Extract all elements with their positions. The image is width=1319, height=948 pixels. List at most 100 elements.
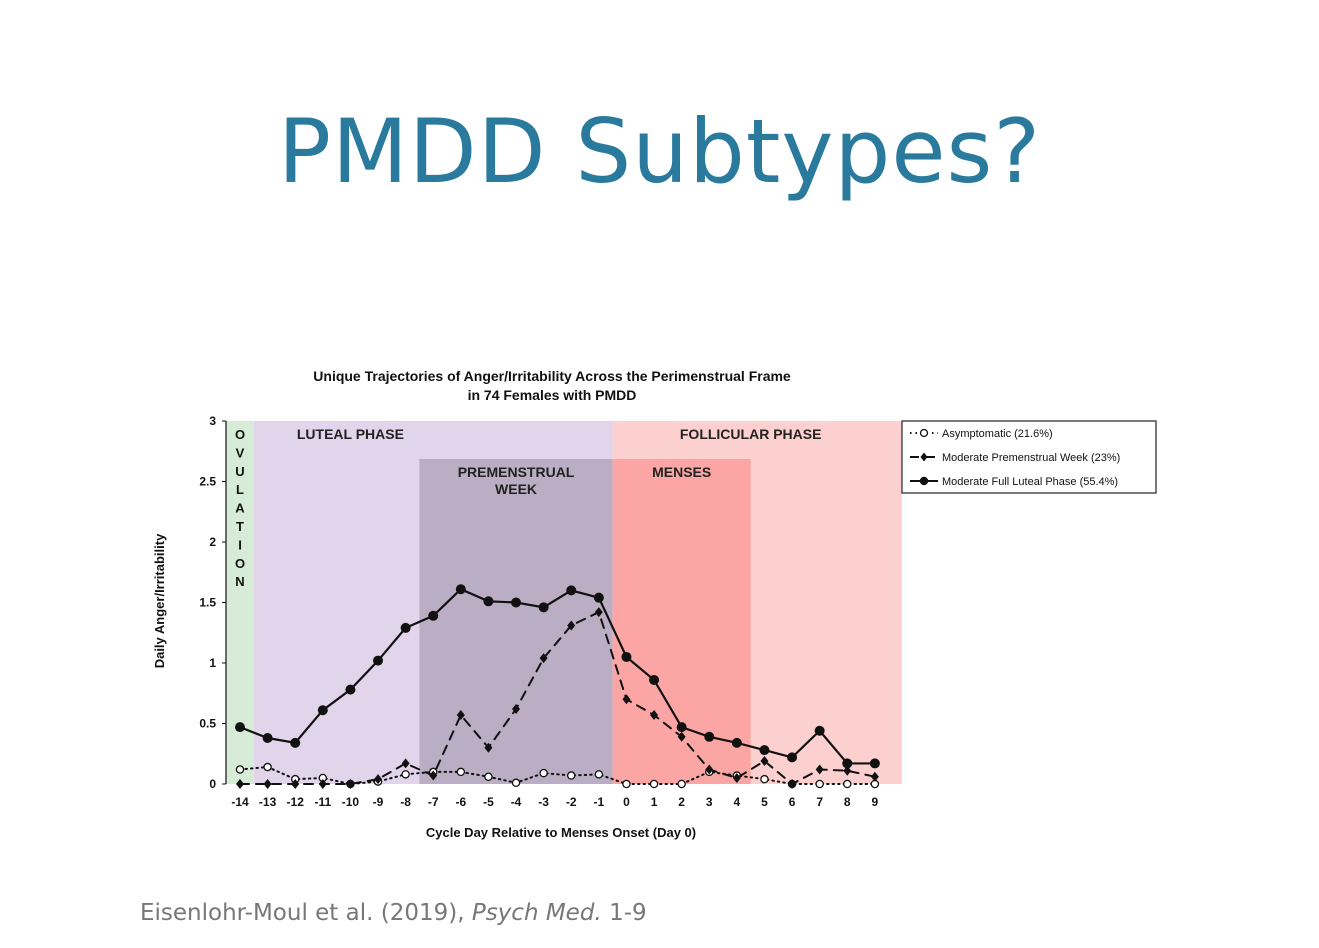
legend-marker-2	[919, 476, 929, 486]
ovulation-letter-0: O	[235, 427, 245, 442]
phase-label-2-0: PREMENSTRUAL	[458, 464, 575, 480]
series-0-point-6	[401, 770, 410, 779]
x-tick-label-10: -4	[511, 795, 522, 809]
series-1-point-10	[512, 703, 521, 714]
series-2-point-23	[869, 758, 880, 769]
series-1-point-4	[346, 779, 355, 789]
series-1-point-23	[870, 771, 879, 782]
legend: Asymptomatic (21.6%) Moderate Premenstrua…	[901, 420, 1157, 494]
series-2-point-12	[566, 585, 577, 596]
series-1-point-19	[760, 756, 769, 767]
y-tick-label-4: 2	[209, 535, 216, 549]
series-1-point-15	[650, 710, 659, 721]
series-0-point-16	[677, 779, 686, 789]
x-tick-label-7: -7	[428, 795, 439, 809]
series-0-point-10	[511, 778, 521, 788]
slide-title: PMDD Subtypes?	[277, 100, 1042, 203]
series-0-point-1	[263, 762, 272, 772]
x-tick-label-21: 7	[816, 795, 823, 809]
series-1-point-0	[236, 779, 244, 789]
x-tick-label-2: -12	[287, 795, 305, 809]
series-1-point-21	[815, 764, 824, 775]
series-2-point-20	[787, 752, 798, 763]
series-line-1	[239, 610, 876, 786]
series-2-point-10	[511, 597, 522, 608]
series-1-point-17	[705, 764, 714, 775]
x-tick-label-12: -2	[566, 795, 577, 809]
series-2-point-22	[842, 758, 853, 769]
series-2-point-1	[262, 733, 273, 744]
chart-title-line-2: in 74 Females with PMDD	[468, 387, 637, 403]
phase-band-2	[419, 459, 613, 784]
series-1-point-14	[622, 694, 631, 705]
series-2-point-2	[290, 737, 301, 748]
series-2-point-4	[345, 684, 356, 695]
series-2-point-18	[731, 737, 742, 748]
x-tick-label-20: 6	[789, 795, 796, 809]
series-2-point-16	[676, 722, 687, 733]
x-tick-label-22: 8	[844, 795, 851, 809]
x-tick-label-1: -13	[259, 795, 277, 809]
ovulation-letter-2: U	[235, 464, 244, 479]
ovulation-letter-5: T	[236, 519, 244, 534]
phase-label-3-0: FOLLICULAR PHASE	[680, 426, 822, 442]
series-2-point-19	[759, 745, 770, 756]
series-0-point-9	[484, 772, 493, 781]
phase-label-2-1: WEEK	[495, 481, 537, 497]
series-0-point-11	[539, 768, 548, 778]
y-tick-label-6: 3	[209, 414, 216, 428]
series-1-point-11	[539, 653, 548, 664]
series-2-point-9	[483, 596, 494, 607]
ovulation-letter-6: I	[238, 537, 242, 552]
series-0-point-21	[815, 779, 824, 789]
series-2-point-5	[373, 655, 384, 666]
series-2-point-17	[704, 731, 715, 742]
series-0-point-8	[456, 767, 466, 777]
series-2-point-0	[235, 722, 245, 733]
ovulation-letter-3: L	[236, 482, 244, 497]
series-2-point-7	[428, 610, 439, 621]
chart-svg: Unique Trajectories of Anger/Irritabilit…	[152, 368, 1157, 840]
legend-marker-1	[920, 452, 928, 462]
series-1-point-20	[788, 779, 797, 789]
series-2-point-3	[317, 705, 328, 716]
series-0-point-0	[235, 765, 245, 774]
x-tick-label-23: 9	[872, 795, 879, 809]
x-tick-label-0: -14	[231, 795, 249, 809]
citation-pages: 1-9	[609, 900, 647, 926]
series-0-point-13	[594, 770, 604, 779]
series-0-point-14	[622, 779, 631, 789]
chart: Unique Trajectories of Anger/Irritabilit…	[140, 355, 1180, 855]
series-1-point-2	[291, 779, 300, 789]
legend-label-2: Moderate Full Luteal Phase (55.4%)	[942, 476, 1118, 488]
series-2-point-11	[538, 602, 549, 613]
series-line-0	[239, 766, 876, 786]
axes: 00.511.522.53-14 -13 -12 -11 -10 -9 -8 -7 -6 -5 -4…	[199, 414, 878, 809]
series-1-point-12	[567, 620, 576, 631]
x-tick-label-8: -6	[455, 795, 466, 809]
y-tick-label-3: 1.5	[199, 596, 216, 610]
phase-label-4-0: MENSES	[652, 464, 711, 480]
series-2-point-8	[455, 584, 466, 595]
series-1-point-7	[429, 770, 438, 781]
x-tick-label-15: 1	[651, 795, 658, 809]
legend-marker-0	[919, 428, 929, 438]
series-2-point-14	[621, 651, 632, 662]
legend-label-1: Moderate Premenstrual Week (23%)	[942, 452, 1120, 464]
series-0-point-15	[649, 779, 659, 789]
series-1-point-16	[677, 731, 686, 742]
y-tick-label-5: 2.5	[199, 475, 216, 489]
series-1-point-22	[843, 765, 852, 776]
x-tick-label-11: -3	[538, 795, 549, 809]
series-2-point-15	[649, 674, 660, 685]
series-0-point-12	[566, 771, 576, 780]
chart-title-line-1: Unique Trajectories of Anger/Irritabilit…	[313, 368, 791, 384]
phase-label-1-0: LUTEAL PHASE	[297, 426, 404, 442]
series-1-point-18	[732, 772, 741, 783]
ovulation-letter-4: A	[235, 501, 245, 516]
x-tick-label-9: -5	[483, 795, 494, 809]
series-1-point-6	[401, 758, 410, 769]
y-tick-label-1: 0.5	[199, 717, 216, 731]
